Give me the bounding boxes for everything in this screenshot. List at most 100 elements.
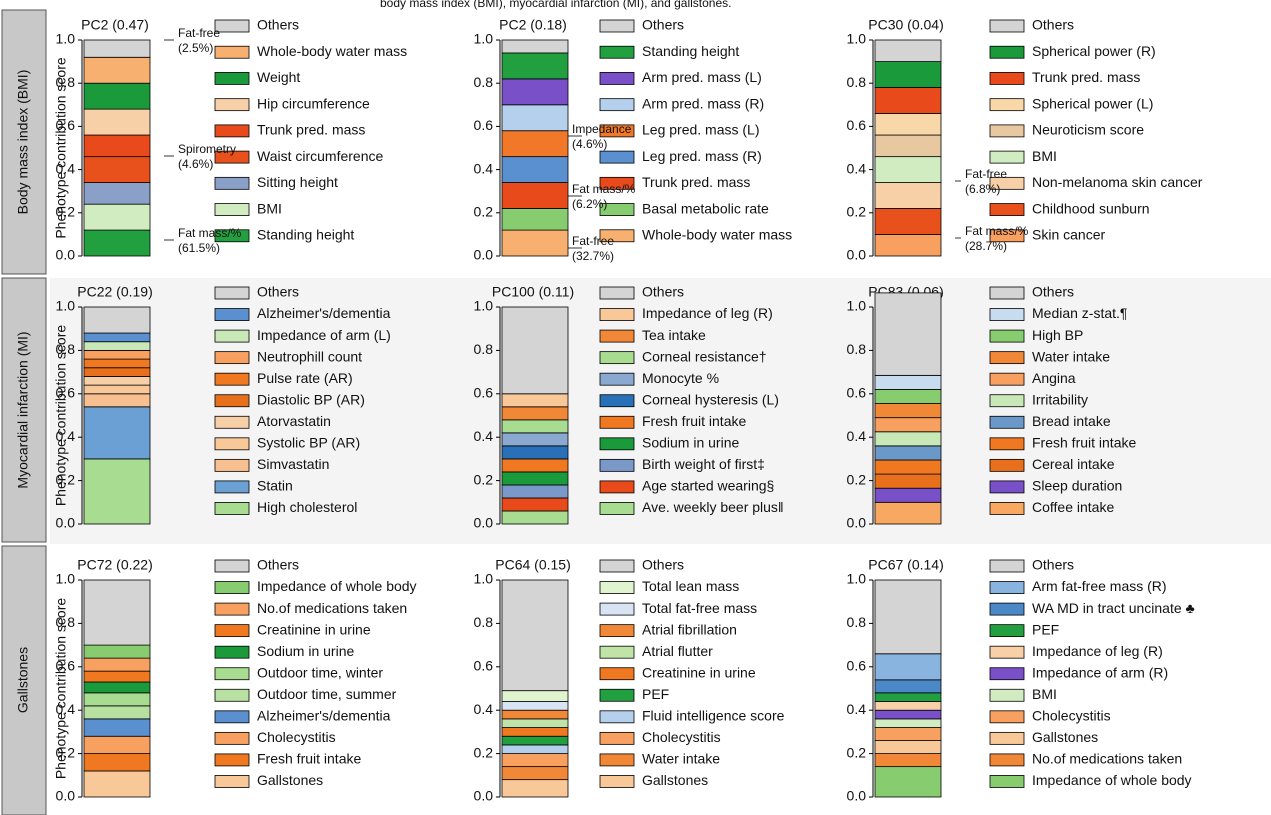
legend-swatch xyxy=(989,203,1025,216)
bar-segment xyxy=(874,292,942,376)
y-tick-label: 0.2 xyxy=(56,744,76,760)
bar-segment xyxy=(874,727,942,741)
bar-segment xyxy=(874,39,942,63)
legend-label: Corneal resistance† xyxy=(642,348,767,364)
y-tick-label: 1.0 xyxy=(847,298,867,314)
bar-segment xyxy=(874,417,942,433)
caption: body mass index (BMI), myocardial infarc… xyxy=(380,0,731,10)
y-tick-label: 0.0 xyxy=(474,788,494,804)
legend-label: Whole-body water mass xyxy=(642,226,792,242)
legend-swatch xyxy=(989,124,1025,138)
legend-swatch xyxy=(214,710,250,724)
legend-label: Corneal hysteresis (L) xyxy=(642,391,779,407)
y-axis-label: Phenotype contribution score xyxy=(53,325,69,507)
bar-segment xyxy=(83,306,151,334)
chart-title: PC2 (0.18) xyxy=(499,17,567,33)
bar-segment xyxy=(83,367,151,377)
bar-segment xyxy=(874,653,942,681)
row-label: Gallstones xyxy=(15,647,31,713)
y-tick-label: 0.8 xyxy=(847,74,867,90)
legend-swatch xyxy=(599,372,635,386)
legend-label: Fluid intelligence score xyxy=(642,708,785,724)
legend-swatch xyxy=(989,480,1025,494)
y-tick-label: 0.4 xyxy=(474,160,494,176)
y-tick-label: 1.0 xyxy=(56,31,76,47)
legend-swatch xyxy=(989,775,1025,788)
legend-label: Hip circumference xyxy=(257,95,370,111)
y-tick-label: 1.0 xyxy=(474,298,494,314)
annotation: (4.6%) xyxy=(572,137,607,151)
legend-label: Age started wearing§ xyxy=(642,478,774,494)
bar-segment xyxy=(83,770,151,798)
y-tick-label: 0.2 xyxy=(56,471,76,487)
legend-swatch xyxy=(599,458,635,472)
row-background xyxy=(50,278,1271,544)
legend-swatch xyxy=(989,731,1025,745)
legend-label: Others xyxy=(642,17,684,33)
legend-swatch xyxy=(989,394,1025,408)
legend-swatch xyxy=(599,176,635,190)
legend-label: Impedance of whole body xyxy=(257,578,417,594)
annotation: (2.5%) xyxy=(178,41,213,55)
bar-segment xyxy=(83,579,151,646)
legend-label: Others xyxy=(1032,17,1074,33)
legend-swatch xyxy=(214,372,250,386)
legend-label: Neutrophill count xyxy=(257,348,362,364)
legend-label: Total fat-free mass xyxy=(642,600,757,616)
legend-label: Birth weight of first‡ xyxy=(642,456,765,472)
bar-segment xyxy=(874,208,942,235)
legend-swatch xyxy=(599,415,635,429)
legend-label: Atrial fibrillation xyxy=(642,621,737,637)
bar-segment xyxy=(501,182,569,209)
bar-segment xyxy=(501,78,569,106)
bar-segment xyxy=(83,349,151,360)
bar-segment xyxy=(874,692,942,702)
bar-segment xyxy=(83,332,151,343)
bar-segment xyxy=(83,341,151,351)
y-tick-label: 0.6 xyxy=(847,385,867,401)
bar-segment xyxy=(83,358,151,369)
legend-label: Sleep duration xyxy=(1032,478,1122,494)
legend-swatch xyxy=(214,624,250,638)
legend-swatch xyxy=(214,645,250,659)
annotation: Fat-free xyxy=(965,167,1007,181)
legend-label: Cereal intake xyxy=(1032,456,1115,472)
y-tick-label: 0.6 xyxy=(56,658,76,674)
y-tick-label: 0.8 xyxy=(56,614,76,630)
legend-swatch xyxy=(599,351,635,365)
legend-label: Neuroticism score xyxy=(1032,122,1144,138)
legend-swatch xyxy=(599,731,635,745)
bar-segment xyxy=(83,229,151,257)
bar-segment xyxy=(874,87,942,114)
annotation: (32.7%) xyxy=(572,249,614,263)
legend-swatch xyxy=(599,19,635,33)
bar-segment xyxy=(874,61,942,88)
legend-swatch xyxy=(989,688,1025,702)
y-tick-label: 1.0 xyxy=(56,298,76,314)
legend-label: Cholecystitis xyxy=(1032,708,1111,724)
legend-swatch xyxy=(214,19,250,33)
legend-label: Whole-body water mass xyxy=(257,43,407,59)
legend-label: Skin cancer xyxy=(1032,226,1105,242)
legend-label: Others xyxy=(257,17,299,33)
legend-label: Gallstones xyxy=(1032,729,1098,745)
chart-title: PC72 (0.22) xyxy=(77,557,152,573)
row-label-box xyxy=(1,545,47,815)
bar-segment xyxy=(83,203,151,231)
legend-label: Sodium in urine xyxy=(642,435,739,451)
legend-swatch xyxy=(599,98,635,112)
legend-swatch xyxy=(599,581,635,594)
legend-label: Irritability xyxy=(1032,391,1088,407)
legend-swatch xyxy=(989,19,1025,33)
legend-swatch xyxy=(989,710,1025,724)
y-tick-label: 0.0 xyxy=(56,788,76,804)
bar-segment xyxy=(83,670,151,683)
legend-swatch xyxy=(599,559,635,573)
bar-segment xyxy=(874,459,942,475)
chart-title: PC22 (0.19) xyxy=(77,284,152,300)
legend-label: Bread intake xyxy=(1032,413,1111,429)
legend-swatch xyxy=(989,667,1025,681)
bar-segment xyxy=(501,709,569,720)
legend-swatch xyxy=(599,72,635,85)
legend-label: Angina xyxy=(1032,370,1076,386)
